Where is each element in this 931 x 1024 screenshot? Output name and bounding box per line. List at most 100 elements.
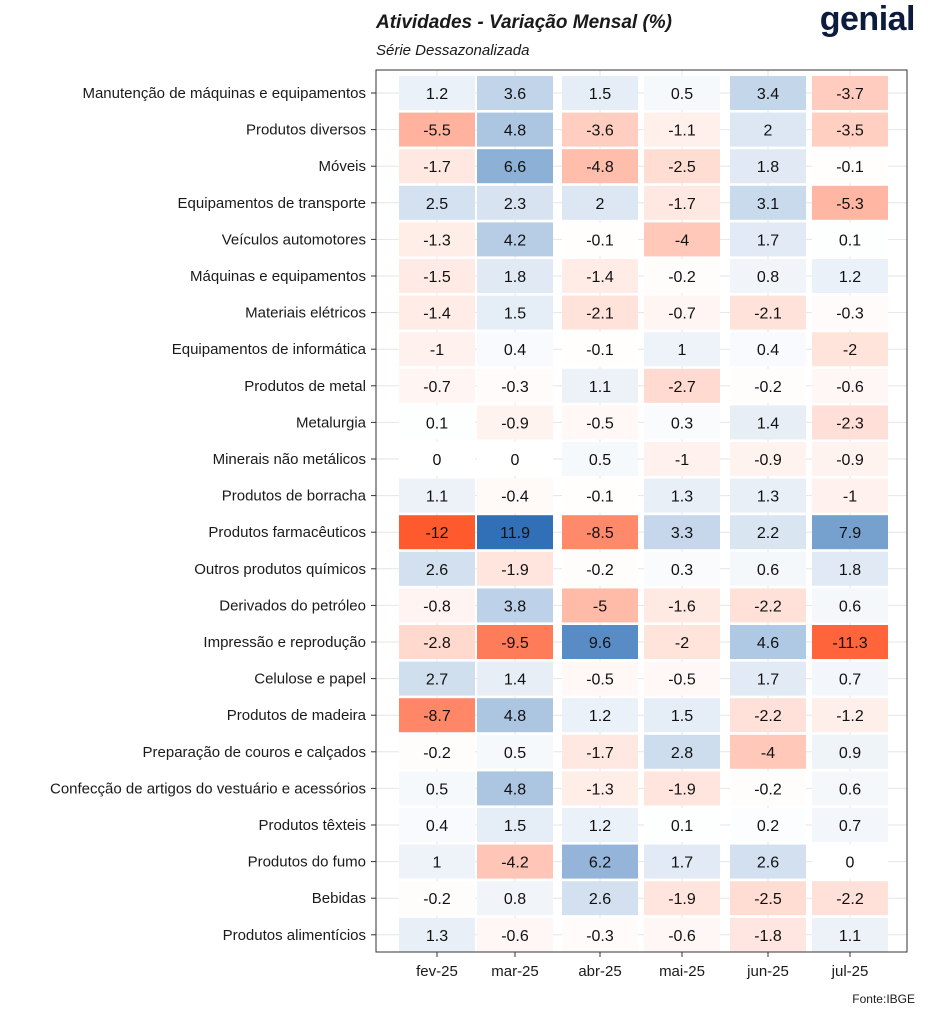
heatmap-cell <box>644 661 720 696</box>
cell-value-label: -0.2 <box>754 379 782 396</box>
x-tick-label: jul-25 <box>831 963 869 980</box>
heatmap-cell <box>399 442 475 476</box>
heatmap-cell <box>730 332 806 367</box>
cell-value-label: -1.3 <box>423 232 451 249</box>
heatmap-cell <box>644 917 720 952</box>
heatmap-cell <box>730 442 806 476</box>
y-tick-label: Produtos de metal <box>244 378 366 395</box>
heatmap-cell <box>644 149 720 184</box>
cell-value-label: 2.6 <box>589 891 611 908</box>
cell-value-label: -1.8 <box>754 928 782 945</box>
cell-value-label: 0.6 <box>839 598 861 615</box>
heatmap-cell <box>812 625 888 659</box>
heatmap-cell <box>562 917 638 952</box>
heatmap-cell <box>399 551 475 586</box>
cell-value-label: 0.8 <box>757 269 779 286</box>
cell-value-label: -4 <box>761 745 775 762</box>
heatmap-cell <box>399 368 475 403</box>
heatmap-cell <box>399 76 475 110</box>
heatmap-cell <box>730 661 806 696</box>
cell-value-label: -2.2 <box>754 598 782 615</box>
heatmap-cell <box>477 734 553 769</box>
heatmap-cell <box>477 149 553 184</box>
heatmap-cell <box>730 698 806 733</box>
cell-value-label: -2.1 <box>586 306 614 323</box>
cell-value-label: -0.1 <box>586 232 614 249</box>
cell-value-label: 0.3 <box>671 562 693 579</box>
cell-value-label: 1.5 <box>504 306 526 323</box>
heatmap-cell <box>477 661 553 696</box>
heatmap-cell <box>644 332 720 367</box>
y-tick-label: Celulose e papel <box>254 671 366 688</box>
cell-value-label: -5.5 <box>423 123 451 140</box>
heatmap-cell <box>477 551 553 586</box>
cell-value-label: 0.9 <box>839 745 861 762</box>
heatmap-cell <box>477 185 553 220</box>
cell-value-label: -0.3 <box>586 928 614 945</box>
brand-logo: genial <box>819 0 916 38</box>
heatmap-cell <box>812 844 888 879</box>
heatmap-cell <box>399 259 475 293</box>
heatmap-cell <box>477 881 553 916</box>
cell-value-label: 0.2 <box>757 818 779 835</box>
heatmap-cell <box>644 405 720 440</box>
cell-value-label: -0.3 <box>836 306 864 323</box>
cell-value-label: -1.7 <box>423 159 451 176</box>
cell-value-label: 0.7 <box>839 818 861 835</box>
heatmap-cell <box>644 881 720 916</box>
heatmap-cell <box>644 295 720 330</box>
heatmap-cell <box>399 295 475 330</box>
cell-value-label: 0.3 <box>671 415 693 432</box>
heatmap-cell <box>399 332 475 367</box>
heatmap-cell <box>562 222 638 257</box>
cell-value-label: -0.9 <box>754 452 782 469</box>
cell-value-label: -8.5 <box>586 525 614 542</box>
cell-value-label: 1.1 <box>839 928 861 945</box>
cell-value-label: -0.6 <box>836 379 864 396</box>
heatmap-cell <box>399 881 475 916</box>
heatmap-cell <box>562 588 638 623</box>
chart-title: Atividades - Variação Mensal (%) <box>376 12 673 33</box>
cell-value-label: 6.2 <box>589 855 611 872</box>
cell-value-label: -0.6 <box>501 928 529 945</box>
cell-value-label: 4.8 <box>504 123 526 140</box>
heatmap-cell <box>399 515 475 550</box>
heatmap-cell <box>644 259 720 293</box>
cell-value-label: -2.8 <box>423 635 451 652</box>
cell-value-label: 0.5 <box>671 86 693 103</box>
y-tick-label: Manutenção de máquinas e equipamentos <box>82 85 366 102</box>
cell-value-label: -3.7 <box>836 86 864 103</box>
cell-value-label: 1.2 <box>589 818 611 835</box>
cell-value-label: 1.1 <box>426 489 448 506</box>
cell-value-label: 1.4 <box>757 415 779 432</box>
cell-value-label: 1 <box>678 342 687 359</box>
heatmap-cell <box>812 295 888 330</box>
heatmap-cell <box>730 112 806 147</box>
cell-value-label: -0.4 <box>501 489 529 506</box>
heatmap-cell <box>730 734 806 769</box>
y-tick-label: Equipamentos de informática <box>172 341 367 358</box>
cell-value-label: 1.5 <box>589 86 611 103</box>
cell-value-label: 1.3 <box>671 489 693 506</box>
heatmap-cell <box>644 588 720 623</box>
cell-value-label: 1.3 <box>426 928 448 945</box>
heatmap-cell <box>812 771 888 806</box>
cell-value-label: -0.3 <box>501 379 529 396</box>
heatmap-cell <box>812 442 888 476</box>
heatmap-cell <box>399 625 475 659</box>
y-tick-label: Metalurgia <box>296 414 367 431</box>
heatmap-cell <box>644 625 720 659</box>
heatmap-cell <box>644 368 720 403</box>
cell-value-label: 1.5 <box>671 708 693 725</box>
cell-value-label: -1.9 <box>668 891 696 908</box>
cell-value-label: 0.8 <box>504 891 526 908</box>
cell-value-label: 6.6 <box>504 159 526 176</box>
heatmap-cell <box>730 515 806 550</box>
heatmap-cell <box>477 844 553 879</box>
heatmap-cell <box>477 698 553 733</box>
heatmap-cell <box>399 734 475 769</box>
cell-value-label: 0 <box>433 452 442 469</box>
heatmap-cell <box>730 881 806 916</box>
heatmap-cell <box>730 295 806 330</box>
cell-value-label: -0.1 <box>586 342 614 359</box>
